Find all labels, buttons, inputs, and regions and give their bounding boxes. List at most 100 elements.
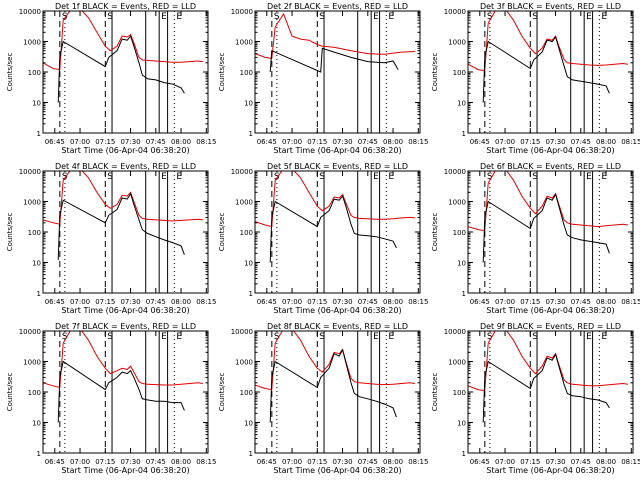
x-tick-label: 08:15 xyxy=(196,138,216,146)
x-tick-label: 07:15 xyxy=(95,138,115,146)
y-axis-label: Counts/sec xyxy=(218,373,226,412)
x-tick-label: 07:15 xyxy=(520,138,540,146)
marker-letter: S xyxy=(319,172,325,182)
marker-letter: S xyxy=(274,332,280,342)
series-events-line xyxy=(269,47,399,73)
x-tick-label: 07:45 xyxy=(146,458,166,466)
y-tick-label: 1 xyxy=(249,290,253,298)
series-events-line xyxy=(57,35,185,103)
y-tick-label: 10000 xyxy=(231,328,253,336)
panel-title: Det 9f BLACK = Events, RED = LLD xyxy=(480,322,621,331)
y-tick-label: 10000 xyxy=(19,328,41,336)
x-tick-label: 06:45 xyxy=(470,298,490,306)
y-axis-label: Counts/sec xyxy=(6,213,14,252)
y-tick-label: 1 xyxy=(462,450,466,458)
y-tick-label: 10000 xyxy=(444,328,466,336)
series-lld-line xyxy=(255,331,415,391)
y-tick-label: 100 xyxy=(453,389,466,397)
x-tick-label: 07:30 xyxy=(545,138,565,146)
x-tick-label: 07:15 xyxy=(307,298,327,306)
x-tick-label: 06:45 xyxy=(257,138,277,146)
y-tick-label: 10 xyxy=(457,260,466,268)
series-events-line xyxy=(482,35,610,103)
x-tick-label: 07:30 xyxy=(332,458,352,466)
plot-frame xyxy=(254,170,421,294)
x-tick-label: 07:45 xyxy=(571,138,591,146)
panel-4: S S E E 1 10 100 1000 10000 06:45 07:00 07:15 07:30 0… xyxy=(6,162,216,315)
x-tick-label: 07:00 xyxy=(495,138,515,146)
x-axis-label: Start Time (06-Apr-04 06:38:20) xyxy=(61,306,189,315)
marker-letter: E xyxy=(373,332,379,342)
series-lld-line xyxy=(468,11,628,72)
x-tick-label: 07:30 xyxy=(332,298,352,306)
marker-letter: S xyxy=(487,172,493,182)
series-events-line xyxy=(482,193,610,263)
plot-frame xyxy=(467,330,634,454)
y-tick-label: 1000 xyxy=(448,199,466,207)
x-tick-label: 07:30 xyxy=(120,138,140,146)
y-tick-label: 1000 xyxy=(23,39,41,47)
panel-title: Det 7f BLACK = Events, RED = LLD xyxy=(55,322,196,331)
panel-7: S S E E 1 10 100 1000 10000 06:45 07:00 07:15 07:30 0… xyxy=(6,322,216,475)
marker-letter: E xyxy=(586,332,592,342)
panel-title: Det 5f BLACK = Events, RED = LLD xyxy=(267,162,408,171)
x-tick-label: 07:00 xyxy=(495,298,515,306)
x-tick-label: 06:45 xyxy=(45,298,65,306)
y-axis-label: Counts/sec xyxy=(218,53,226,92)
y-axis-label: Counts/sec xyxy=(431,373,439,412)
x-tick-label: 07:30 xyxy=(545,298,565,306)
x-tick-label: 07:00 xyxy=(70,298,90,306)
panel-9: S S E E 1 10 100 1000 10000 06:45 07:00 07:15 07:30 0… xyxy=(431,322,640,475)
marker-letter: E xyxy=(176,12,182,22)
y-tick-label: 1000 xyxy=(235,39,253,47)
panel-title: Det 6f BLACK = Events, RED = LLD xyxy=(480,162,621,171)
series-lld-line xyxy=(43,11,203,71)
series-lld-line xyxy=(255,12,415,59)
y-tick-label: 10 xyxy=(244,420,253,428)
y-tick-label: 100 xyxy=(240,389,253,397)
x-tick-label: 07:15 xyxy=(520,458,540,466)
x-tick-label: 06:45 xyxy=(470,138,490,146)
marker-letter: E xyxy=(601,172,607,182)
x-axis-label: Start Time (06-Apr-04 06:38:20) xyxy=(273,466,401,475)
y-tick-label: 10 xyxy=(457,100,466,108)
x-tick-label: 08:00 xyxy=(171,138,191,146)
x-tick-label: 07:15 xyxy=(520,298,540,306)
x-tick-label: 08:15 xyxy=(408,458,428,466)
x-axis-label: Start Time (06-Apr-04 06:38:20) xyxy=(61,466,189,475)
marker-letter: E xyxy=(176,332,182,342)
x-tick-label: 07:15 xyxy=(95,298,115,306)
x-tick-label: 07:00 xyxy=(495,458,515,466)
marker-letter: E xyxy=(388,172,394,182)
series-events-line xyxy=(482,353,610,423)
marker-letter: S xyxy=(487,332,493,342)
x-tick-label: 08:00 xyxy=(596,458,616,466)
marker-letter: S xyxy=(274,172,280,182)
x-tick-label: 08:15 xyxy=(621,458,640,466)
x-tick-label: 07:45 xyxy=(571,458,591,466)
x-tick-label: 06:45 xyxy=(470,458,490,466)
x-tick-label: 07:45 xyxy=(358,298,378,306)
y-tick-label: 10 xyxy=(32,100,41,108)
y-tick-label: 1 xyxy=(462,130,466,138)
y-axis-label: Counts/sec xyxy=(431,213,439,252)
series-lld-line xyxy=(468,331,628,392)
series-lld-line xyxy=(43,331,203,389)
x-tick-label: 07:45 xyxy=(146,138,166,146)
x-tick-label: 08:00 xyxy=(383,458,403,466)
plot-frame xyxy=(467,10,634,134)
marker-letter: E xyxy=(586,172,592,182)
x-axis-label: Start Time (06-Apr-04 06:38:20) xyxy=(486,146,614,155)
x-axis-label: Start Time (06-Apr-04 06:38:20) xyxy=(486,306,614,315)
y-tick-label: 1 xyxy=(37,290,41,298)
y-tick-label: 10000 xyxy=(444,8,466,16)
marker-letter: S xyxy=(319,12,325,22)
x-axis-label: Start Time (06-Apr-04 06:38:20) xyxy=(273,146,401,155)
series-lld-line xyxy=(255,171,415,228)
panel-title: Det 4f BLACK = Events, RED = LLD xyxy=(55,162,196,171)
x-tick-label: 07:00 xyxy=(70,458,90,466)
x-tick-label: 07:15 xyxy=(95,458,115,466)
panel-title: Det 1f BLACK = Events, RED = LLD xyxy=(55,2,196,11)
y-tick-label: 1000 xyxy=(23,359,41,367)
